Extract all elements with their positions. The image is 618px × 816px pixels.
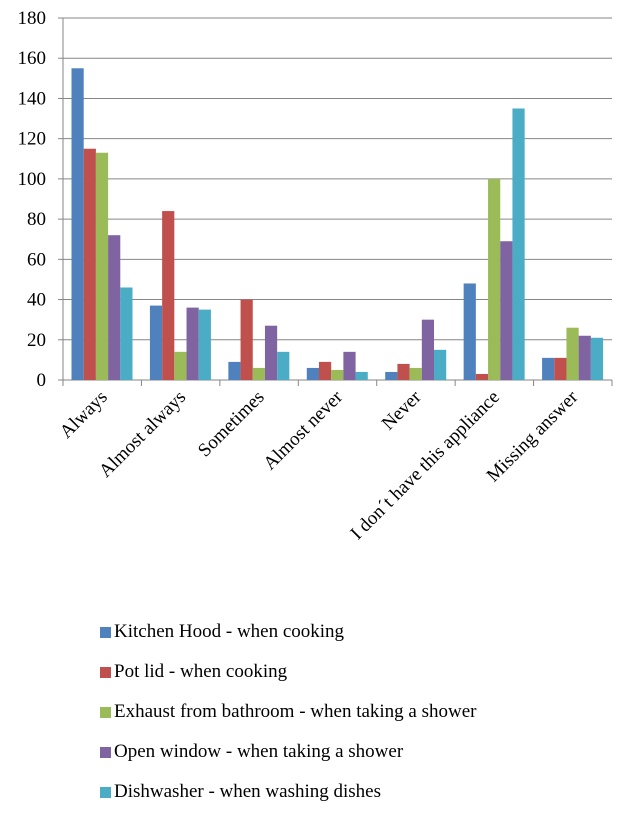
x-category-label: Almost never	[259, 386, 347, 474]
bar	[463, 283, 476, 380]
bar	[500, 241, 513, 380]
x-category-label: Always	[56, 387, 112, 443]
bar	[120, 287, 133, 380]
y-tick-label: 160	[18, 48, 47, 69]
chart: 0 20 40 60 80 100 120 140 160 180 Always Almost alw…	[18, 8, 613, 544]
legend-item: Open window - when taking a shower	[100, 732, 610, 772]
bar	[186, 307, 199, 380]
x-category-label: Sometimes	[194, 387, 269, 462]
bar	[108, 235, 121, 380]
bar	[318, 361, 332, 380]
bar	[252, 367, 265, 380]
legend-label: Exhaust from bathroom - when taking a sh…	[114, 701, 477, 722]
legend-swatch	[100, 666, 111, 678]
bar	[277, 351, 290, 380]
y-tick-label: 20	[27, 330, 46, 351]
bar	[240, 299, 253, 380]
legend: Kitchen Hood - when cooking Pot lid - whe…	[100, 612, 610, 812]
bar	[578, 335, 591, 380]
bar	[409, 367, 422, 380]
legend-label: Open window - when taking a shower	[114, 741, 404, 762]
bar	[554, 357, 567, 380]
bar	[264, 325, 278, 380]
legend-item: Pot lid - when cooking	[100, 652, 610, 692]
bar	[95, 152, 109, 380]
bar	[306, 367, 319, 380]
y-tick-label: 140	[18, 88, 47, 109]
bar	[355, 371, 368, 380]
bar	[228, 361, 241, 380]
bar	[542, 357, 555, 380]
bar	[149, 305, 163, 380]
bar	[83, 148, 96, 380]
legend-item: Dishwasher - when washing dishes	[100, 772, 610, 812]
legend-label: Dishwasher - when washing dishes	[114, 781, 382, 802]
bar	[385, 371, 398, 380]
y-tick-label: 0	[37, 370, 47, 391]
bar	[566, 327, 579, 380]
bar	[434, 349, 447, 380]
y-tick-label: 60	[27, 249, 46, 270]
bar	[397, 363, 410, 380]
bar	[174, 351, 187, 380]
y-tick-label: 80	[27, 209, 46, 230]
legend-label: Kitchen Hood - when cooking	[114, 621, 345, 642]
bar	[421, 319, 435, 380]
y-tick-label: 40	[27, 290, 46, 311]
y-tick-label: 100	[18, 169, 47, 190]
bar	[475, 373, 489, 380]
bar	[71, 68, 84, 381]
legend-swatch	[100, 626, 111, 638]
legend-swatch	[100, 706, 111, 718]
bar	[331, 369, 344, 380]
legend-swatch	[100, 746, 111, 758]
y-tick-label: 120	[18, 129, 47, 150]
y-tick-label: 180	[18, 8, 47, 29]
legend-swatch	[100, 786, 111, 798]
bar	[590, 337, 604, 380]
bar	[512, 108, 525, 380]
x-category-label: Never	[378, 386, 426, 434]
bar	[488, 178, 501, 380]
bar	[343, 351, 356, 380]
legend-item: Kitchen Hood - when cooking	[100, 612, 610, 652]
legend-item: Exhaust from bathroom - when taking a sh…	[100, 692, 610, 732]
bar	[162, 211, 175, 380]
legend-label: Pot lid - when cooking	[114, 661, 288, 682]
bar	[198, 309, 211, 380]
x-category-label: I don´t have this appliance	[347, 387, 504, 544]
